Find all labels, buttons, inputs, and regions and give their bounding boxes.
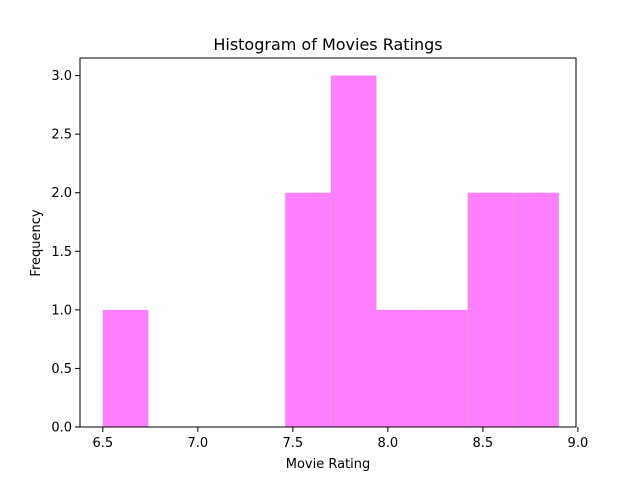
- histogram-bar-8: [467, 192, 514, 427]
- x-axis-ticks: 6.5 7.0 7.5 8.0 8.5 9.0: [92, 427, 588, 451]
- y-tick-label: 2.0: [51, 186, 72, 201]
- plot-frame: [79, 57, 577, 428]
- y-axis-label: Frequency: [29, 209, 44, 276]
- x-axis-label: Movie Rating: [286, 457, 371, 472]
- y-tick-label: 3.0: [51, 69, 72, 84]
- histogram-bar-5: [330, 75, 377, 428]
- x-tick-label: 7.5: [282, 436, 303, 451]
- y-tick-label: 2.5: [51, 128, 72, 143]
- y-axis-ticks: 0.0 0.5 1.0 1.5 2.0 2.5 3.0: [51, 69, 80, 436]
- y-tick-label: 0.5: [51, 362, 72, 377]
- histogram-bar-4: [285, 192, 331, 427]
- x-tick-label: 8.0: [378, 436, 399, 451]
- chart-title: Histogram of Movies Ratings: [213, 35, 442, 54]
- y-tick-label: 1.0: [51, 303, 72, 318]
- x-tick-label: 6.5: [92, 436, 113, 451]
- histogram-bar-6: [376, 309, 423, 427]
- histogram-bar-9: [513, 192, 559, 427]
- y-tick-label: 0.0: [51, 421, 72, 436]
- histogram-bar-7: [422, 309, 468, 427]
- bars-group: [102, 75, 559, 428]
- y-tick-label: 1.5: [51, 245, 72, 260]
- histogram-bar-0: [102, 309, 149, 427]
- x-tick-label: 8.5: [473, 436, 494, 451]
- x-tick-label: 7.0: [187, 436, 208, 451]
- x-tick-label: 9.0: [568, 436, 589, 451]
